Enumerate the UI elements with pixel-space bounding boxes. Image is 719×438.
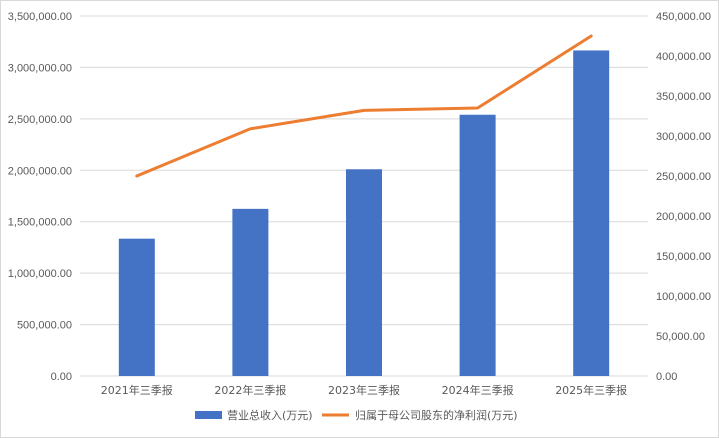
left-axis-ticks: 0.00 500,000.00 1,000,000.00 1,500,000.00 2,…: [8, 11, 72, 383]
right-tick-label: 100,000.00: [656, 291, 711, 303]
right-tick-label: 400,000.00: [656, 51, 711, 63]
revenue-bars: [118, 50, 610, 376]
left-tick-label: 0.00: [51, 371, 72, 383]
legend-bar-label: 营业总收入(万元): [227, 408, 313, 422]
legend: 营业总收入(万元) 归属于母公司股东的净利润(万元): [195, 408, 518, 422]
net-profit-series-line: [135, 34, 593, 178]
left-tick-label: 1,000,000.00: [8, 268, 72, 280]
right-tick-label: 350,000.00: [656, 91, 711, 103]
revenue-bar: [232, 208, 269, 376]
left-tick-label: 3,000,000.00: [8, 62, 72, 74]
right-tick-label: 250,000.00: [656, 171, 711, 183]
right-tick-label: 0.00: [656, 371, 677, 383]
category-label: 2021年三季报: [101, 383, 173, 397]
left-tick-label: 2,500,000.00: [8, 114, 72, 126]
category-label: 2023年三季报: [328, 383, 400, 397]
right-axis-ticks: 0.00 50,000.00 100,000.00 150,000.00 200,000…: [656, 11, 711, 383]
right-tick-label: 200,000.00: [656, 211, 711, 223]
revenue-bar: [346, 169, 382, 376]
revenue-bar: [573, 50, 610, 376]
category-label: 2024年三季报: [442, 383, 514, 397]
revenue-bar: [118, 238, 155, 376]
net-profit-line: [135, 34, 593, 178]
category-label: 2022年三季报: [214, 383, 286, 397]
revenue-bar: [459, 114, 496, 376]
left-tick-label: 3,500,000.00: [8, 11, 72, 23]
right-tick-label: 300,000.00: [656, 131, 711, 143]
legend-line-label: 归属于母公司股东的净利润(万元): [355, 408, 518, 422]
category-labels: 2021年三季报 2022年三季报 2023年三季报 2024年三季报 2025年三季报: [101, 383, 627, 397]
left-tick-label: 1,500,000.00: [8, 217, 72, 229]
right-tick-label: 450,000.00: [656, 11, 711, 23]
left-tick-label: 500,000.00: [17, 320, 72, 332]
left-tick-label: 2,000,000.00: [8, 165, 72, 177]
legend-bar-swatch: [195, 411, 222, 419]
right-tick-label: 50,000.00: [656, 331, 705, 343]
right-tick-label: 150,000.00: [656, 251, 711, 263]
category-label: 2025年三季报: [555, 383, 627, 397]
